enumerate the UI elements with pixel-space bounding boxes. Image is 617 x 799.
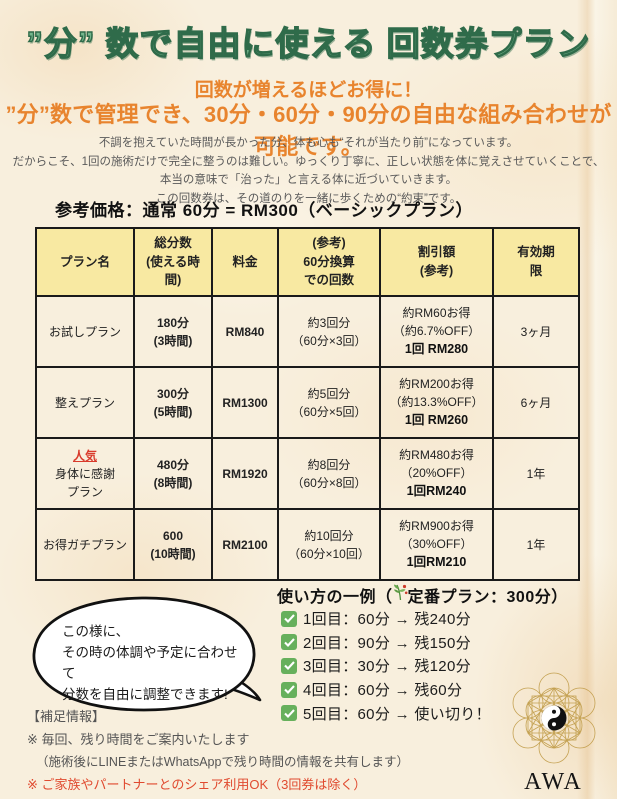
plan-name-cell: 整えプラン xyxy=(35,366,135,439)
page-title: ”分” 数で自由に使える 回数券プラン xyxy=(26,24,591,62)
price-cell: RM840 xyxy=(211,295,279,368)
yin-yang-icon xyxy=(541,705,566,731)
minutes-cell: 480分 (8時間) xyxy=(133,437,213,510)
col-header-price: 料金 xyxy=(211,227,279,297)
discount-amount: 約RM60お得 xyxy=(402,306,471,321)
discount-per-session: 1回RM210 xyxy=(406,555,467,570)
list-item: 3回目：30分 → 残120分 xyxy=(281,654,491,678)
discount-per-session: 1回RM240 xyxy=(406,484,467,499)
check-icon xyxy=(281,657,297,674)
discount-cell: 約RM60お得 （約6.7%OFF） 1回 RM280 xyxy=(379,295,494,368)
usage-step-text: 5回目：60分 → 使い切り！ xyxy=(303,705,491,723)
usage-heading-pre: 使い方の一例（ xyxy=(277,589,393,606)
validity-cell: 1年 xyxy=(492,437,580,510)
col-header-sessions: (参考) 60分換算 での回数 xyxy=(277,227,381,297)
discount-cell: 約RM480お得 （20%OFF） 1回RM240 xyxy=(379,437,494,510)
usage-step-text: 3回目：30分 → 残120分 xyxy=(303,658,471,676)
minutes-cell: 180分 (3時間) xyxy=(133,295,213,368)
col-header-minutes: 総分数 (使える時間) xyxy=(133,227,213,297)
discount-amount: 約RM900お得 xyxy=(399,519,474,534)
list-item: 1回目：60分 → 残240分 xyxy=(281,607,491,631)
supplementary-notes: 【補足情報】 ※ 毎回、残り時間をご案内いたします （施術後にLINEまたはWh… xyxy=(27,706,497,799)
validity-cell: 1年 xyxy=(492,508,580,581)
sessions-cell: 約3回分 （60分×3回） xyxy=(277,295,381,368)
check-icon xyxy=(281,634,297,651)
speech-bubble-outline xyxy=(32,596,262,712)
table-row: 整えプラン 300分 (5時間) RM1300 約5回分 （60分×5回） 約R… xyxy=(35,366,580,439)
minutes-cell: 300分 (5時間) xyxy=(133,366,213,439)
table-header-row: プラン名 総分数 (使える時間) 料金 (参考) 60分換算 での回数 割引額 … xyxy=(35,227,580,297)
discount-per-session: 1回 RM260 xyxy=(404,413,469,428)
list-item: 2回目：90分 → 残150分 xyxy=(281,631,491,655)
logo-subtitle: TREATMENT ROOM xyxy=(490,797,617,799)
discount-per-session: 1回 RM280 xyxy=(404,342,469,357)
validity-cell: 6ヶ月 xyxy=(492,366,580,439)
price-cell: RM1920 xyxy=(211,437,279,510)
sessions-cell: 約10回分 （60分×10回） xyxy=(277,508,381,581)
minutes-cell: 600 (10時間) xyxy=(133,508,213,581)
metatron-cube-icon xyxy=(512,672,595,764)
usage-heading-post: 定番プラン：300分） xyxy=(407,589,568,606)
discount-percent: （30%OFF） xyxy=(400,537,473,552)
plan-name-cell: 人気 身体に感謝 プラン xyxy=(35,437,135,510)
col-header-validity-label: 有効期限 xyxy=(517,245,555,278)
usage-example-list: 1回目：60分 → 残240分 2回目：90分 → 残150分 3回目：30分 … xyxy=(281,607,491,725)
subtitle-benefit: 回数が増えるほどお得に！ xyxy=(194,80,423,101)
check-icon xyxy=(281,705,297,722)
sessions-cell: 約5回分 （60分×5回） xyxy=(277,366,381,439)
col-header-validity: 有効期限 xyxy=(492,227,580,297)
sessions-cell: 約8回分 （60分×8回） xyxy=(277,437,381,510)
table-row: お試しプラン 180分 (3時間) RM840 約3回分 （60分×3回） 約R… xyxy=(35,295,580,368)
herb-sprig-icon xyxy=(393,584,408,606)
pricing-table: プラン名 総分数 (使える時間) 料金 (参考) 60分換算 での回数 割引額 … xyxy=(35,227,580,581)
discount-percent: （約13.3%OFF） xyxy=(389,395,484,410)
usage-example-heading: 使い方の一例（ 定番プラン：300分） xyxy=(277,583,568,607)
logo-name: AWA xyxy=(524,769,583,795)
check-icon xyxy=(281,610,297,627)
discount-amount: 約RM480お得 xyxy=(399,448,474,463)
table-row-popular: 人気 身体に感謝 プラン 480分 (8時間) RM1920 約8回分 （60分… xyxy=(35,437,580,510)
usage-step-text: 1回目：60分 → 残240分 xyxy=(303,611,471,629)
price-cell: RM2100 xyxy=(211,508,279,581)
list-item: 4回目：60分 → 残60分 xyxy=(281,678,491,702)
discount-cell: 約RM900お得 （30%OFF） 1回RM210 xyxy=(379,508,494,581)
check-icon xyxy=(281,681,297,698)
note-share-ok: ※ ご家族やパートナーとのシェア利用OK（3回券は除く） xyxy=(27,776,367,792)
price-cell: RM1300 xyxy=(211,366,279,439)
speech-bubble: この様に、 その時の体調や予定に合わせて 分数を自由に調整できます! xyxy=(24,594,266,726)
notes-heading: 【補足情報】 xyxy=(27,709,106,724)
validity-cell: 3ヶ月 xyxy=(492,295,580,368)
discount-percent: （約6.7%OFF） xyxy=(392,324,481,339)
discount-amount: 約RM200お得 xyxy=(399,377,474,392)
subtitle-combination: ”分”数で管理でき、30分・60分・90分の自由な組み合わせが可能です。 xyxy=(5,102,612,159)
reference-price-heading: 参考価格：通常 60分 = RM300（ベーシックプラン） xyxy=(55,201,473,220)
usage-step-text: 4回目：60分 → 残60分 xyxy=(303,682,463,700)
intro-paragraph: 不調を抱えていた時間が長かった分、体も心も“それが当たり前”になっています。 だ… xyxy=(12,137,605,205)
col-header-plan: プラン名 xyxy=(35,227,135,297)
discount-percent: （20%OFF） xyxy=(400,466,473,481)
usage-step-text: 2回目：90分 → 残150分 xyxy=(303,634,471,652)
plan-name-cell: お試しプラン xyxy=(35,295,135,368)
awa-logo: AWA TREATMENT ROOM xyxy=(490,670,617,799)
note-line-whatsapp: （施術後にLINEまたはWhatsAppで残り時間の情報を共有します） xyxy=(36,755,409,769)
discount-cell: 約RM200お得 （約13.3%OFF） 1回 RM260 xyxy=(379,366,494,439)
note-remaining-time: ※ 毎回、残り時間をご案内いたします xyxy=(27,731,250,747)
popular-badge: 人気 xyxy=(72,448,97,463)
table-row: お得ガチプラン 600 (10時間) RM2100 約10回分 （60分×10回… xyxy=(35,508,580,581)
plan-name: 身体に感謝 プラン xyxy=(54,466,115,499)
plan-name-cell: お得ガチプラン xyxy=(35,508,135,581)
speech-bubble-text: この様に、 その時の体調や予定に合わせて 分数を自由に調整できます! xyxy=(62,624,238,702)
col-header-discount: 割引額 (参考) xyxy=(379,227,494,297)
list-item: 5回目：60分 → 使い切り！ xyxy=(281,701,491,725)
